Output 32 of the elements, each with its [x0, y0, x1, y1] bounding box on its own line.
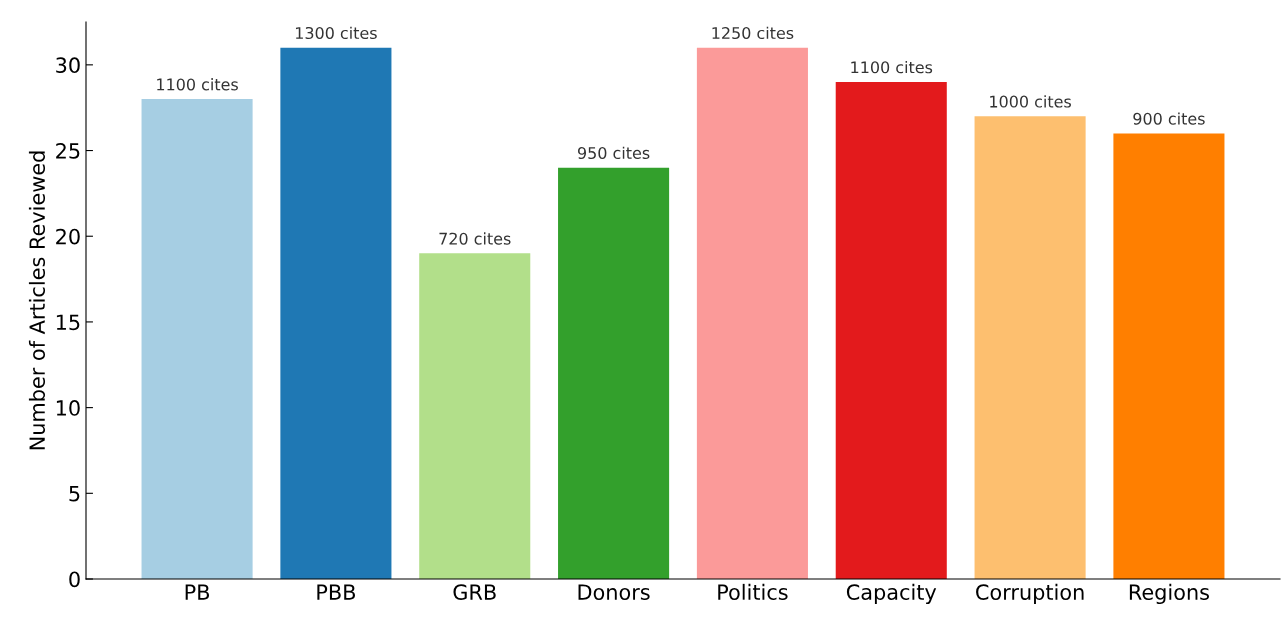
- y-tick-label: 25: [56, 142, 80, 159]
- annotation: 720 cites: [439, 232, 511, 245]
- bar: [974, 116, 1086, 579]
- bar: [696, 47, 808, 579]
- y-tick-label: 30: [56, 57, 80, 74]
- x-tick-label: Capacity: [846, 583, 937, 605]
- y-tick-label: 0: [69, 571, 80, 588]
- x-tick-label: Corruption: [976, 583, 1084, 605]
- annotation: 1000 cites: [990, 95, 1071, 108]
- y-tick-label: 15: [56, 314, 80, 331]
- x-tick-label: PBB: [317, 584, 356, 600]
- annotation: 1300 cites: [295, 26, 377, 40]
- x-tick-label: GRB: [453, 584, 496, 600]
- bar: [1113, 133, 1225, 579]
- bar: [419, 253, 531, 579]
- bar: [141, 99, 253, 579]
- annotation: 900 cites: [1133, 112, 1205, 125]
- x-tick-label: Regions: [1129, 583, 1209, 605]
- annotation: 1250 cites: [712, 26, 794, 40]
- y-tick-label: 5: [69, 486, 80, 502]
- annotation: 1100 cites: [157, 78, 238, 91]
- x-tick-label: Donors: [578, 584, 650, 600]
- annotation: 950 cites: [577, 146, 650, 160]
- x-tick-label: PB: [185, 584, 210, 600]
- annotation: 1100 cites: [851, 60, 933, 74]
- y-axis-title: Number of Articles Reviewed: [28, 151, 46, 450]
- y-tick-label: 10: [56, 400, 80, 416]
- bar: [558, 167, 670, 579]
- bar: [280, 47, 392, 579]
- x-tick-label: Politics: [718, 583, 788, 600]
- bar: [835, 81, 947, 579]
- y-tick-label: 20: [56, 228, 80, 245]
